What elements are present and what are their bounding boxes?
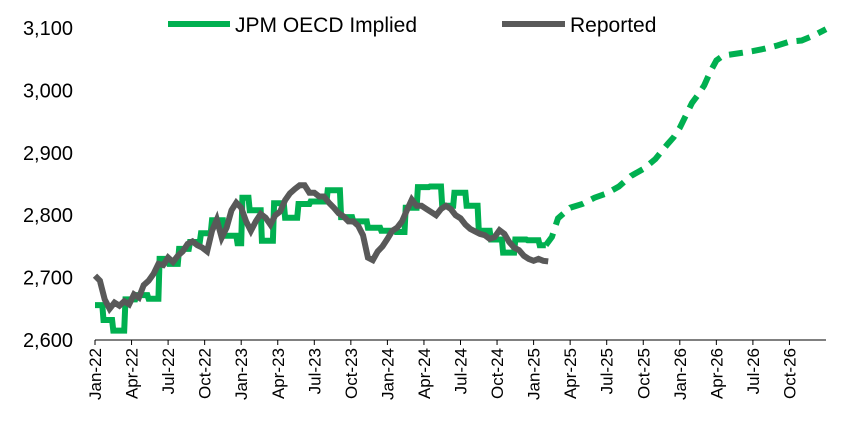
series-line-jpm-oecd-implied-projection- (543, 26, 828, 247)
x-tick-label: Apr-26 (707, 348, 726, 399)
legend-label-reported: Reported (570, 14, 656, 37)
x-tick-label: Apr-24 (415, 348, 434, 399)
x-tick-label: Jul-25 (598, 348, 617, 394)
y-tick-label: 2,900 (23, 143, 73, 165)
x-tick-label: Jul-23 (305, 348, 324, 394)
x-tick-label: Jul-26 (744, 348, 763, 394)
y-tick-label: 2,700 (23, 268, 73, 290)
x-tick-label: Apr-25 (561, 348, 580, 399)
x-tick-label: Jul-22 (159, 348, 178, 394)
x-tick-label: Jan-24 (378, 348, 397, 400)
y-tick-label: 3,000 (23, 80, 73, 102)
x-tick-label: Jan-22 (86, 348, 105, 400)
y-axis-ticks: 2,600 2,700 2,800 2,900 3,000 3,100 (23, 18, 73, 352)
x-tick-label: Oct-24 (488, 348, 507, 399)
x-tick-label: Oct-23 (342, 348, 361, 399)
legend: JPM OECD Implied Reported (168, 14, 656, 37)
y-tick-label: 2,800 (23, 205, 73, 227)
x-tick-label: Oct-26 (780, 348, 799, 399)
x-tick-label: Jan-26 (671, 348, 690, 400)
x-tick-label: Apr-22 (123, 348, 142, 399)
x-tick-label: Jul-24 (452, 348, 471, 394)
x-tick-label: Oct-25 (634, 348, 653, 399)
series-line-jpm-oecd-implied (95, 183, 546, 334)
x-tick-label: Apr-23 (269, 348, 288, 399)
y-tick-label: 2,600 (23, 330, 73, 352)
series-layer (92, 26, 828, 334)
x-tick-label: Jan-25 (525, 348, 544, 400)
legend-label-implied: JPM OECD Implied (235, 14, 417, 37)
series-line-reported (92, 182, 549, 315)
x-tick-label: Jan-23 (232, 348, 251, 400)
y-tick-label: 3,100 (23, 18, 73, 40)
x-axis-ticks: Jan-22 Apr-22 Jul-22 Oct-22 Jan-23 Apr-23 Jul-… (86, 340, 799, 400)
x-tick-label: Oct-22 (196, 348, 215, 399)
